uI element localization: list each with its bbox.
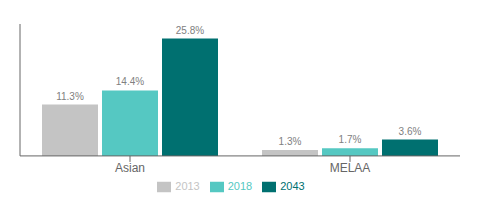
- svg-text:Asian: Asian: [115, 161, 145, 175]
- html-text:2013: 2013: [175, 179, 200, 192]
- svg-text:MELAA: MELAA: [330, 161, 371, 175]
- html-text:2043: 2043: [280, 179, 305, 192]
- html-text:2018: 2018: [227, 179, 253, 192]
- svg-text:25.8%: 25.8%: [176, 25, 204, 36]
- svg-text:1.3%: 1.3%: [279, 136, 302, 147]
- svg-text:3.6%: 3.6%: [399, 126, 422, 137]
- svg-text:14.4%: 14.4%: [116, 76, 144, 87]
- svg-text:1.7%: 1.7%: [339, 134, 362, 145]
- svg-text:11.3%: 11.3%: [56, 91, 84, 102]
